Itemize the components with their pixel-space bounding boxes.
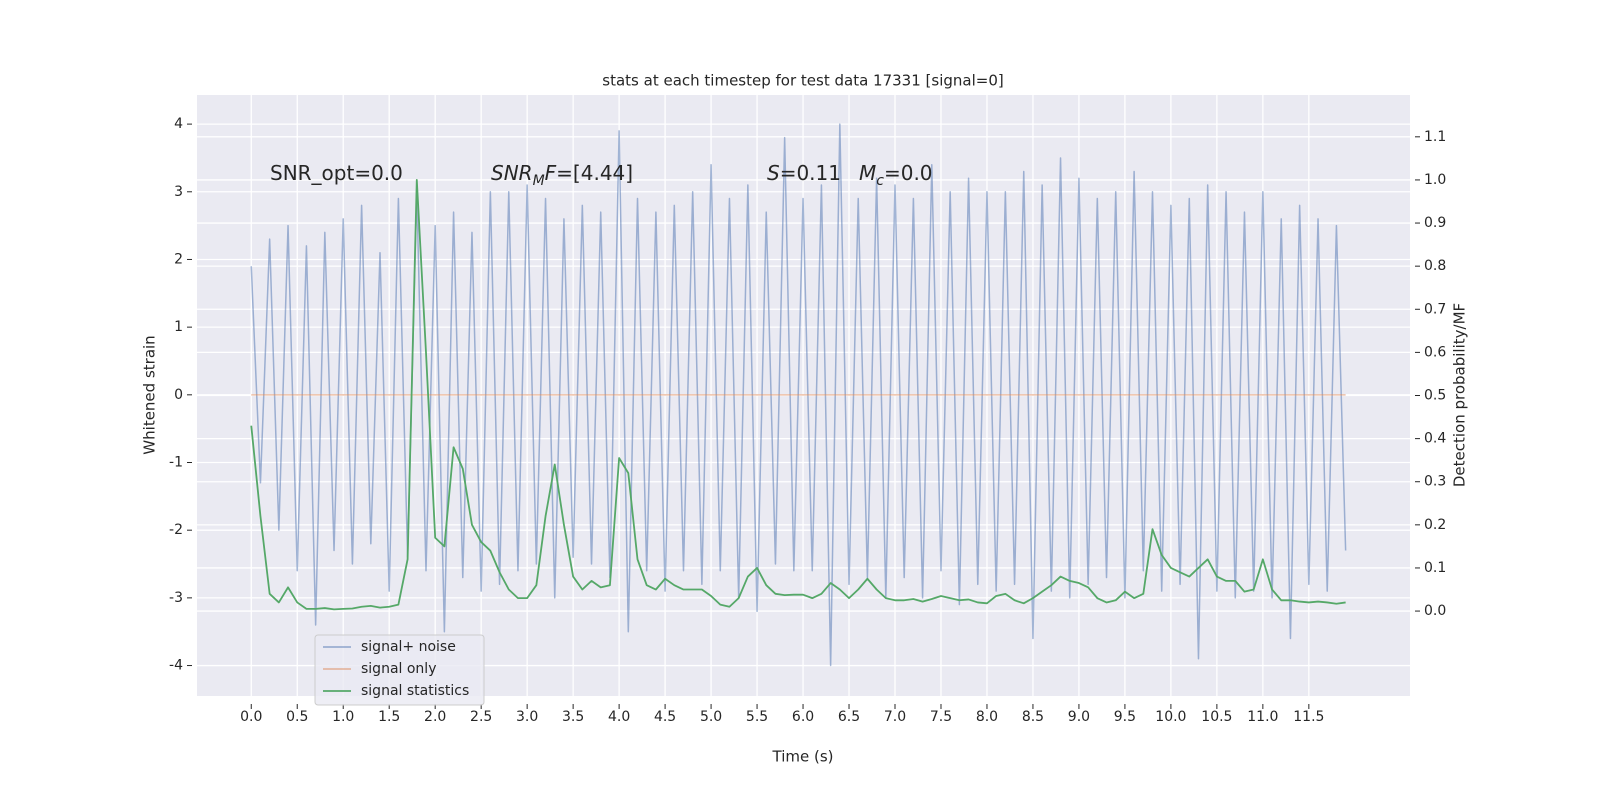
- x-tick-label: 11.0: [1247, 709, 1278, 725]
- series-line: [250, 123, 1347, 667]
- series-line: [250, 179, 1346, 611]
- x-tick-label: 3.0: [516, 709, 538, 725]
- x-tick-label: 6.0: [792, 709, 814, 725]
- y2-tick-label: 1.0: [1424, 172, 1446, 188]
- y2-tick-label: 0.4: [1424, 431, 1446, 447]
- x-tick-label: 0.5: [286, 709, 308, 725]
- annotation-part: M: [533, 173, 545, 189]
- x-tick-label: 6.5: [838, 709, 860, 725]
- y-axis-label: Whitened strain: [141, 335, 159, 454]
- y2-tick-label: 0.5: [1424, 388, 1446, 404]
- y-tick-label: 4: [174, 116, 183, 132]
- annotation-part: =0.11: [780, 161, 841, 185]
- legend-label: signal statistics: [361, 683, 469, 699]
- x-tick-label: 1.0: [332, 709, 354, 725]
- chart-title: stats at each timestep for test data 173…: [602, 72, 1003, 90]
- y2-tick-label: 0.2: [1424, 517, 1446, 533]
- x-tick-label: 5.0: [700, 709, 722, 725]
- x-tick-label: 9.0: [1068, 709, 1090, 725]
- annotation-part: SNR_opt=0.0: [270, 161, 403, 185]
- y-tick-label: 3: [174, 184, 183, 200]
- x-axis-label: Time (s): [772, 748, 834, 766]
- x-tick-label: 11.5: [1293, 709, 1324, 725]
- y2-axis-label: Detection probability/MF: [1451, 303, 1469, 487]
- annotation: SNRMF=[4.44]: [491, 161, 633, 189]
- legend-label: signal only: [361, 661, 436, 677]
- y2-tick-label: 0.3: [1424, 474, 1446, 490]
- y-tick-label: -4: [169, 658, 183, 674]
- y2-tick-label: 0.7: [1424, 301, 1446, 317]
- x-tick-label: 2.0: [424, 709, 446, 725]
- y-tick-label: 1: [174, 319, 183, 335]
- legend-box: [314, 634, 485, 706]
- y2-tick-label: 0.8: [1424, 258, 1446, 274]
- annotation-part: F: [545, 161, 557, 185]
- x-tick-label: 4.0: [608, 709, 630, 725]
- y-tick-label: -3: [169, 590, 183, 606]
- legend-label: signal+ noise: [361, 639, 456, 655]
- annotation-part: =0.0: [884, 161, 933, 185]
- y-tick-label: 2: [174, 251, 183, 267]
- y2-tick-label: 0.1: [1424, 560, 1446, 576]
- annotation-part: c: [876, 173, 884, 189]
- y2-tick-label: 0.9: [1424, 215, 1446, 231]
- x-tick-label: 9.5: [1114, 709, 1136, 725]
- annotation: SNR_opt=0.0: [270, 161, 403, 185]
- x-tick-label: 7.5: [930, 709, 952, 725]
- y-tick-label: 0: [174, 387, 183, 403]
- y-tick-label: -1: [169, 455, 183, 471]
- y-tick-label: -2: [169, 522, 183, 538]
- annotation: S=0.11: [767, 161, 841, 185]
- y2-tick-label: 1.1: [1424, 129, 1446, 145]
- x-tick-label: 1.5: [378, 709, 400, 725]
- x-tick-label: 3.5: [562, 709, 584, 725]
- x-tick-label: 10.0: [1155, 709, 1186, 725]
- x-tick-label: 4.5: [654, 709, 676, 725]
- annotation: Mc=0.0: [859, 161, 933, 189]
- x-tick-label: 0.0: [240, 709, 262, 725]
- annotation-part: M: [859, 161, 876, 185]
- x-tick-label: 5.5: [746, 709, 768, 725]
- x-tick-label: 8.5: [1022, 709, 1044, 725]
- y2-tick-label: 0.0: [1424, 603, 1446, 619]
- annotation-part: S: [767, 161, 780, 185]
- x-tick-label: 7.0: [884, 709, 906, 725]
- x-tick-label: 2.5: [470, 709, 492, 725]
- x-tick-label: 10.5: [1201, 709, 1232, 725]
- annotation-part: =[4.44]: [556, 161, 633, 185]
- x-tick-label: 8.0: [976, 709, 998, 725]
- legend: signal+ noise signal only signal statistic…: [314, 634, 485, 706]
- y2-tick-label: 0.6: [1424, 344, 1446, 360]
- annotation-part: SNR: [491, 161, 533, 185]
